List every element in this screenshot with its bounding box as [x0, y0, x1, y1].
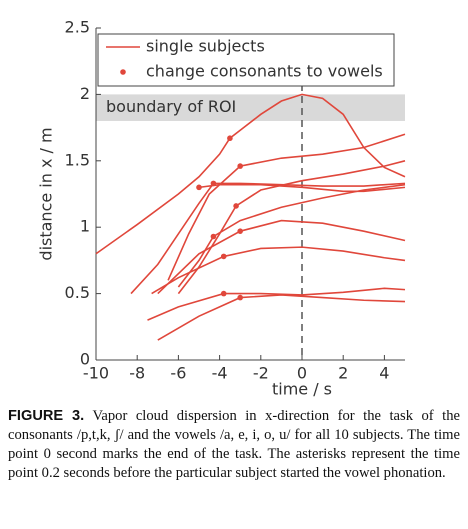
x-tick-label: 0 — [297, 364, 307, 383]
subject-line — [95, 93, 406, 255]
y-tick-label: 1 — [80, 217, 90, 236]
y-tick-label: 2.5 — [65, 18, 90, 37]
asterisk-marker — [196, 184, 202, 191]
subject-line — [177, 183, 406, 288]
legend-marker — [120, 69, 126, 75]
y-tick-label: 0.5 — [65, 283, 90, 302]
x-tick-label: 4 — [379, 364, 389, 383]
x-tick-label: -6 — [170, 364, 186, 383]
x-axis-label: time / s — [272, 380, 332, 399]
x-tick-label: -10 — [83, 364, 109, 383]
roi-label: boundary of ROI — [106, 97, 236, 116]
subject-line — [157, 219, 406, 295]
subject-line — [151, 246, 406, 295]
y-tick-label: 2 — [80, 84, 90, 103]
caption: FIGURE 3. Vapor cloud dispersion in x-di… — [8, 407, 460, 483]
asterisk-marker — [237, 294, 243, 301]
legend-label: change consonants to vowels — [146, 62, 383, 81]
legend-label: single subjects — [146, 37, 265, 56]
chart: distance in x / m time / s boundary of R… — [37, 18, 406, 399]
x-tick-label: 2 — [338, 364, 348, 383]
legend-box — [97, 33, 395, 87]
y-tick-label: 1.5 — [65, 150, 90, 169]
asterisk-marker — [233, 203, 239, 209]
x-tick-label: -2 — [253, 364, 269, 383]
subject-line — [130, 182, 406, 295]
subject-line — [167, 133, 406, 281]
y-tick-label: 0 — [80, 350, 90, 369]
x-tick-label: -4 — [212, 364, 228, 383]
asterisk-marker — [237, 163, 243, 169]
subject-line — [147, 287, 406, 321]
y-axis-label: distance in x / m — [37, 127, 56, 260]
caption-text: Vapor cloud dispersion in x-direction fo… — [8, 408, 460, 481]
caption-label: FIGURE 3. — [8, 408, 85, 424]
asterisk-marker — [220, 290, 227, 297]
subject-line — [157, 294, 406, 341]
asterisk-marker — [220, 253, 227, 260]
asterisk-marker — [227, 135, 233, 142]
x-tick-label: -8 — [129, 364, 145, 383]
asterisk-marker — [210, 233, 217, 240]
subject-line — [177, 160, 406, 295]
asterisk-marker — [210, 180, 217, 187]
asterisk-marker — [237, 228, 243, 234]
roi-band — [96, 94, 405, 121]
